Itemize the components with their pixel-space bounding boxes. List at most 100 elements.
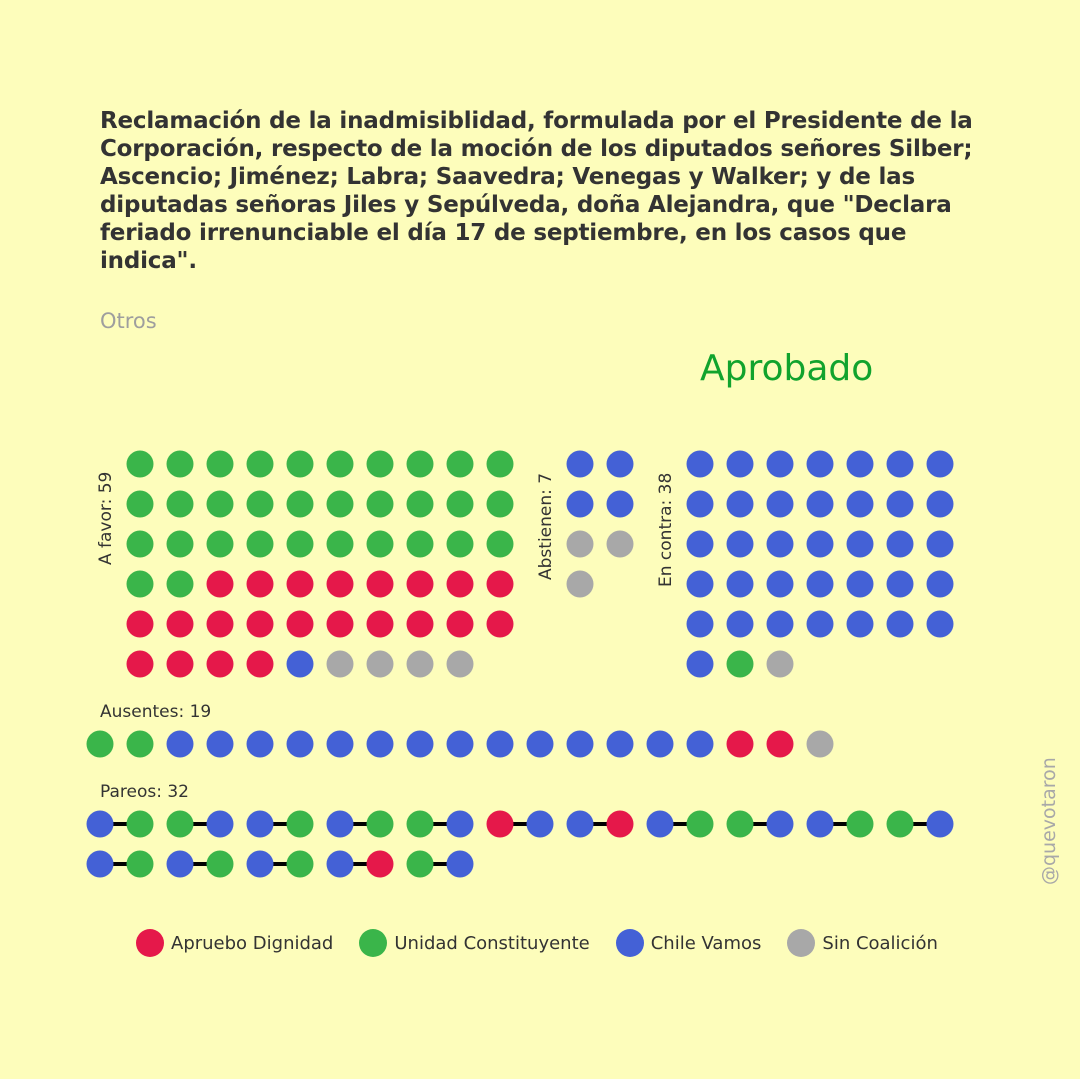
seat-a-favor-ad xyxy=(406,570,434,598)
seat-a-favor-ad xyxy=(326,570,354,598)
seat-a-favor-cv xyxy=(286,650,314,678)
seat-a-favor-uc xyxy=(446,490,474,518)
seat-a-favor-uc xyxy=(166,450,194,478)
seat-pareo-cv xyxy=(446,810,474,838)
seat-a-favor-uc xyxy=(486,530,514,558)
seat-ausente-cv xyxy=(606,730,634,758)
seat-ausente-uc xyxy=(126,730,154,758)
seat-a-favor-ad xyxy=(486,570,514,598)
seat-a-favor-uc xyxy=(286,490,314,518)
seat-pareo-cv xyxy=(86,810,114,838)
seat-a-favor-ad xyxy=(246,650,274,678)
seat-pareo-uc xyxy=(286,810,314,838)
seat-en-contra-cv xyxy=(766,490,794,518)
seat-en-contra-cv xyxy=(686,530,714,558)
seat-en-contra-cv xyxy=(806,570,834,598)
seat-en-contra-cv xyxy=(846,610,874,638)
seat-en-contra-cv xyxy=(806,450,834,478)
seat-pareo-cv xyxy=(326,850,354,878)
seat-pareo-cv xyxy=(166,850,194,878)
seat-en-contra-uc xyxy=(726,650,754,678)
seat-en-contra-cv xyxy=(846,530,874,558)
label-ausentes: Ausentes: 19 xyxy=(100,702,211,722)
seat-pareo-uc xyxy=(286,850,314,878)
seat-abstienen-cv xyxy=(606,490,634,518)
seat-a-favor-uc xyxy=(326,450,354,478)
seat-a-favor-uc xyxy=(246,490,274,518)
seat-a-favor-ad xyxy=(126,650,154,678)
legend-label-uc: Unidad Constituyente xyxy=(394,932,590,954)
seat-a-favor-uc xyxy=(166,490,194,518)
seat-ausente-ad xyxy=(766,730,794,758)
group-a-favor xyxy=(126,450,514,678)
seat-a-favor-sc xyxy=(406,650,434,678)
seat-ausente-uc xyxy=(86,730,114,758)
seat-ausente-cv xyxy=(246,730,274,758)
legend-label-sc: Sin Coalición xyxy=(822,932,938,954)
seat-en-contra-cv xyxy=(886,570,914,598)
seat-pareo-uc xyxy=(726,810,754,838)
seat-abstienen-cv xyxy=(566,450,594,478)
seat-a-favor-uc xyxy=(486,450,514,478)
seat-a-favor-uc xyxy=(246,450,274,478)
group-ausentes xyxy=(86,730,834,758)
seat-pareo-cv xyxy=(246,810,274,838)
seat-pareo-uc xyxy=(166,810,194,838)
seat-a-favor-uc xyxy=(126,450,154,478)
seat-a-favor-uc xyxy=(366,530,394,558)
seat-en-contra-cv xyxy=(886,610,914,638)
seat-en-contra-cv xyxy=(926,490,954,518)
seat-en-contra-cv xyxy=(766,570,794,598)
seat-en-contra-cv xyxy=(846,490,874,518)
seat-abstienen-sc xyxy=(606,530,634,558)
seat-pareo-cv xyxy=(446,850,474,878)
seat-ausente-cv xyxy=(446,730,474,758)
seat-ausente-cv xyxy=(326,730,354,758)
seat-a-favor-ad xyxy=(206,610,234,638)
seat-en-contra-cv xyxy=(726,570,754,598)
seat-a-favor-uc xyxy=(206,450,234,478)
seat-en-contra-cv xyxy=(686,450,714,478)
seat-en-contra-cv xyxy=(926,610,954,638)
seat-a-favor-ad xyxy=(206,570,234,598)
seat-ausente-cv xyxy=(166,730,194,758)
seat-en-contra-cv xyxy=(846,450,874,478)
seat-pareo-ad xyxy=(366,850,394,878)
seat-en-contra-cv xyxy=(686,490,714,518)
chart-subtitle: Otros xyxy=(100,309,157,333)
seat-pareo-uc xyxy=(846,810,874,838)
seat-ausente-cv xyxy=(486,730,514,758)
watermark: @quevotaron xyxy=(1038,757,1060,885)
seat-a-favor-sc xyxy=(366,650,394,678)
label-a-favor: A favor: 59 xyxy=(96,472,116,565)
seat-a-favor-uc xyxy=(406,450,434,478)
seat-a-favor-ad xyxy=(206,650,234,678)
seat-en-contra-cv xyxy=(806,530,834,558)
group-abstienen xyxy=(566,450,634,598)
group-en-contra xyxy=(686,450,954,678)
seat-en-contra-cv xyxy=(766,450,794,478)
seat-en-contra-sc xyxy=(766,650,794,678)
seat-pareo-cv xyxy=(926,810,954,838)
seat-pareo-cv xyxy=(766,810,794,838)
seat-a-favor-uc xyxy=(206,490,234,518)
label-pareos: Pareos: 32 xyxy=(100,782,189,802)
seat-a-favor-uc xyxy=(406,490,434,518)
seat-en-contra-cv xyxy=(686,570,714,598)
seat-a-favor-uc xyxy=(286,450,314,478)
seat-a-favor-ad xyxy=(246,570,274,598)
seat-ausente-cv xyxy=(566,730,594,758)
seat-pareo-cv xyxy=(86,850,114,878)
seat-ausente-sc xyxy=(806,730,834,758)
seat-a-favor-uc xyxy=(206,530,234,558)
seat-pareo-cv xyxy=(566,810,594,838)
seat-en-contra-cv xyxy=(806,610,834,638)
vote-result: Aprobado xyxy=(700,348,874,389)
seat-a-favor-uc xyxy=(366,450,394,478)
seat-abstienen-cv xyxy=(606,450,634,478)
seat-a-favor-ad xyxy=(406,610,434,638)
seat-a-favor-ad xyxy=(286,570,314,598)
seat-pareo-ad xyxy=(606,810,634,838)
seat-a-favor-sc xyxy=(446,650,474,678)
